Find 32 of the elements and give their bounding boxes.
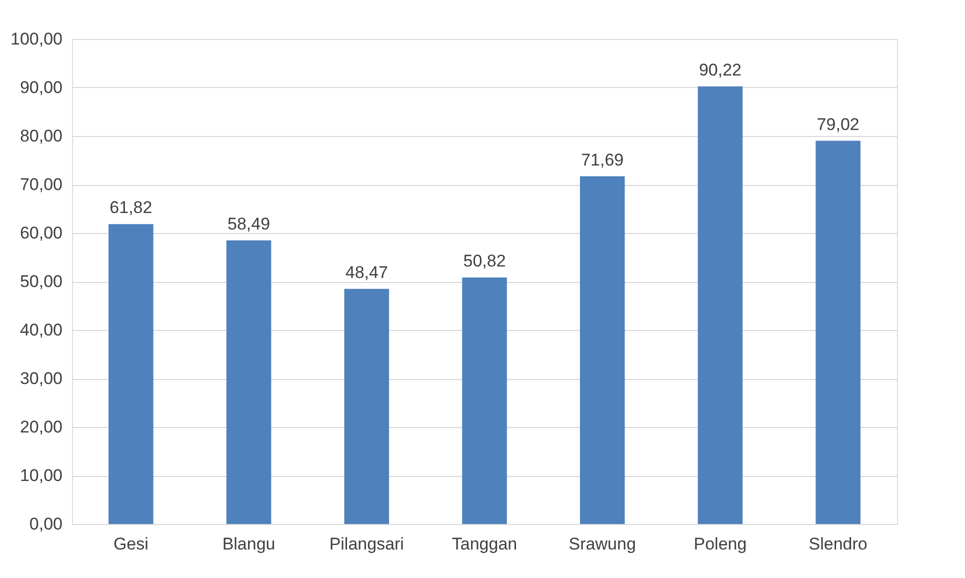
data-label: 90,22 (698, 60, 742, 80)
data-label: 58,49 (228, 214, 270, 234)
bar (226, 240, 272, 524)
y-tick-label: 30,00 (20, 369, 62, 388)
data-label: 71,69 (581, 150, 624, 170)
x-tick-label: Tanggan (452, 534, 518, 554)
bar (816, 140, 860, 524)
bar (462, 278, 507, 524)
y-tick-label: 40,00 (20, 320, 62, 340)
y-tick-label: 70,00 (20, 175, 62, 194)
x-tick-label: Poleng (694, 534, 747, 554)
y-tick-label: 10,00 (20, 466, 62, 485)
data-label: 61,82 (110, 198, 152, 218)
x-tick-label: Srawung (568, 534, 636, 554)
bar (344, 288, 390, 524)
y-tick-label: 80,00 (20, 126, 62, 146)
y-tick-label: 50,00 (20, 272, 62, 291)
x-tick-label: Gesi (113, 534, 148, 554)
data-label: 79,02 (816, 114, 860, 134)
y-tick-label: 90,00 (20, 78, 62, 97)
data-label: 48,47 (345, 262, 388, 282)
bar (698, 86, 743, 524)
data-label: 50,82 (463, 252, 506, 271)
x-tick-label: Pilangsari (329, 534, 404, 554)
bar (108, 224, 154, 524)
x-tick-label: Slendro (808, 534, 868, 554)
y-tick-label: 60,00 (20, 224, 62, 242)
y-tick-label: 100,00 (10, 30, 62, 48)
x-tick-label: Blangu (222, 534, 276, 554)
bar (580, 176, 625, 524)
y-tick-label: 20,00 (20, 418, 62, 436)
y-tick-label: 0,00 (29, 514, 62, 534)
